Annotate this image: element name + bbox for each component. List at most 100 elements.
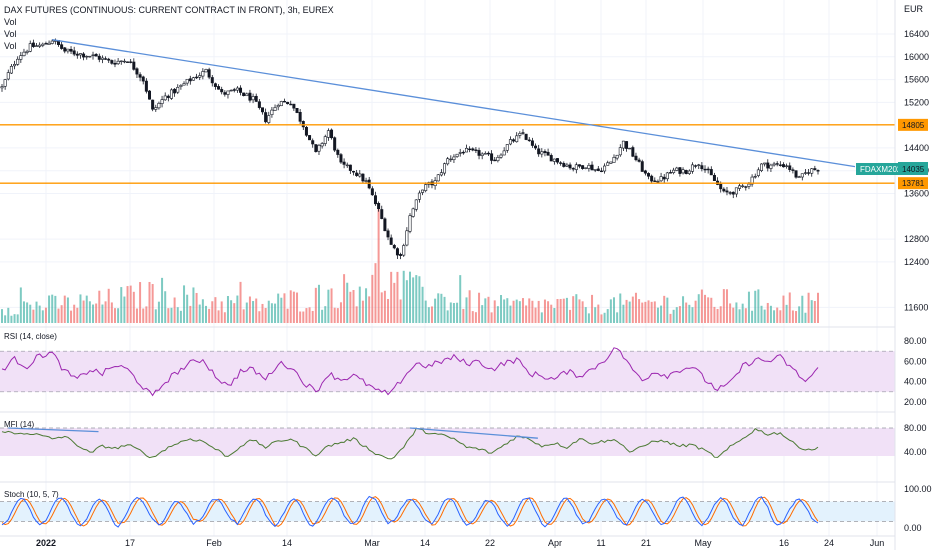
candle <box>28 43 32 52</box>
candle <box>424 184 428 191</box>
volume-bar <box>719 306 722 323</box>
candle <box>289 103 293 106</box>
candle <box>47 42 51 45</box>
volume-bar <box>628 301 631 323</box>
volume-bar <box>572 296 575 323</box>
volume-bar <box>308 307 311 323</box>
time-tick: Feb <box>206 538 222 548</box>
price-tick: 14400 <box>904 143 929 153</box>
candle <box>22 51 26 57</box>
candle <box>656 180 660 183</box>
candle <box>781 164 785 168</box>
volume-bar <box>380 292 383 323</box>
volume-bar <box>120 287 123 323</box>
volume-bar <box>211 301 214 323</box>
volume-bar <box>399 299 402 323</box>
candle <box>248 92 252 101</box>
volume-bar <box>704 294 707 323</box>
volume-bar <box>478 292 481 323</box>
rsi-series <box>1 347 819 397</box>
volume-bar <box>302 311 305 323</box>
volume-bar <box>314 287 317 323</box>
candle <box>791 169 795 171</box>
volume-bar <box>7 307 10 323</box>
stoch-d-series <box>1 496 819 527</box>
candle <box>198 75 202 78</box>
volume-bar <box>682 296 685 323</box>
volume-bar <box>795 311 798 323</box>
last-price-tag-bg <box>898 162 928 175</box>
volume-bar <box>484 298 487 323</box>
rsi-tick: 20.00 <box>904 397 927 407</box>
candle <box>44 43 48 45</box>
time-tick: 14 <box>420 538 430 548</box>
candle <box>364 180 368 182</box>
price-tick: 12400 <box>904 257 929 267</box>
volume-bar <box>104 301 107 323</box>
candle <box>772 163 776 166</box>
volume-bar <box>29 304 32 323</box>
volume-bar <box>776 307 779 323</box>
candle <box>678 167 682 174</box>
candle <box>229 89 233 92</box>
volume-bar <box>757 289 760 323</box>
price-axis[interactable]: 1640016000156001520014400140001360012800… <box>904 29 932 533</box>
candle <box>521 132 525 134</box>
volume-bar <box>358 286 361 323</box>
candle <box>738 185 742 189</box>
volume-bar <box>641 302 644 323</box>
candle <box>449 158 453 161</box>
candle <box>160 99 164 104</box>
volume-bar <box>415 275 418 323</box>
volume-bar <box>355 306 358 323</box>
candle <box>16 58 20 65</box>
volume-bar <box>129 285 132 323</box>
volume-bar <box>396 271 399 323</box>
candle <box>530 140 534 146</box>
candle <box>254 95 258 102</box>
candle <box>235 87 239 91</box>
stoch-band <box>0 501 895 522</box>
volume-bar <box>688 304 691 323</box>
price-trendline[interactable] <box>52 39 856 168</box>
candle <box>615 154 619 159</box>
time-axis[interactable]: 2022 17 Feb 14 Mar 14 22 Apr 11 21 May 16 24 Jun <box>36 538 884 548</box>
support-resistance-levels[interactable]: 14805 13781 <box>0 118 928 190</box>
candle <box>358 173 362 177</box>
candle <box>747 183 751 187</box>
price-candles[interactable] <box>0 38 820 260</box>
candle <box>493 159 497 162</box>
volume-bar <box>161 277 164 323</box>
volume-bar <box>606 309 609 323</box>
candle <box>414 199 418 210</box>
volume-bar <box>732 307 735 323</box>
volume-bar <box>223 312 226 323</box>
candle <box>559 162 563 164</box>
volume-bar <box>581 301 584 323</box>
candle <box>107 58 111 61</box>
candle <box>763 162 767 165</box>
volume-bar <box>741 303 744 323</box>
mfi-trendline[interactable] <box>409 427 538 439</box>
volume-bar <box>543 299 546 323</box>
time-tick: 21 <box>641 538 651 548</box>
time-tick: May <box>694 538 712 548</box>
candle <box>574 164 578 170</box>
candle <box>72 50 76 55</box>
time-tick: 2022 <box>36 538 56 548</box>
candle <box>242 92 246 97</box>
volume-bar <box>634 292 637 323</box>
trendline[interactable] <box>52 39 856 168</box>
candle <box>725 190 729 193</box>
candle <box>188 78 192 82</box>
stoch-lines <box>1 495 819 528</box>
candle <box>596 168 600 171</box>
volume-bar <box>509 305 512 323</box>
candle <box>276 105 280 108</box>
candle <box>122 60 126 63</box>
candle <box>333 137 337 151</box>
mfi-trendline[interactable] <box>8 427 99 433</box>
volume-bar <box>264 307 267 323</box>
